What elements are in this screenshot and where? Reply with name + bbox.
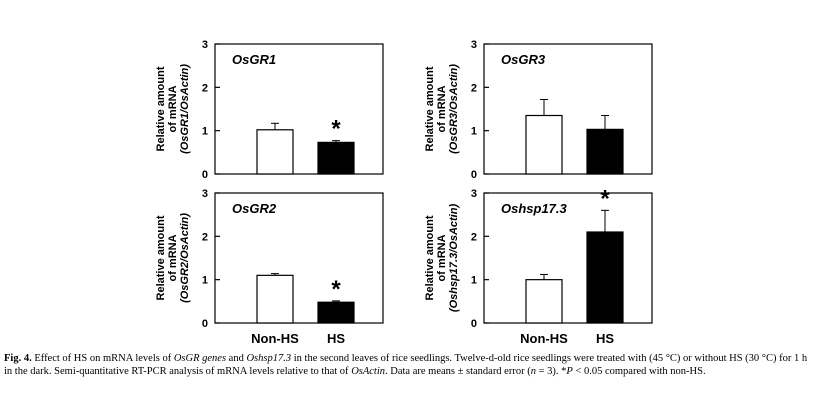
- bar-non-hs: [256, 129, 294, 175]
- chart-panel-1: 0 1 2 3 Relative amountof mRNA(OsGR1/OsActin…: [155, 39, 384, 181]
- y-axis-label: Relative amountof mRNA(Oshsp17.3/OsActin…: [424, 204, 460, 313]
- bar-hs: [586, 231, 624, 324]
- chart-panel-2: 0 1 2 3 Relative amountof mRNA(OsGR3/OsActin…: [424, 39, 653, 181]
- figure-caption: Fig. 4. Effect of HS on mRNA levels of O…: [4, 352, 812, 378]
- y-axis-label-line: of mRNA: [167, 234, 179, 281]
- x-tick-label: HS: [327, 331, 345, 346]
- y-tick-label: 1: [471, 275, 477, 287]
- y-axis-label-line: of mRNA: [436, 85, 448, 132]
- plot-frame: [483, 43, 653, 175]
- y-axis-label-line: Relative amount: [424, 66, 436, 151]
- caption-run-1: OsGR genes: [173, 353, 227, 364]
- y-tick-label: 0: [202, 318, 208, 330]
- y-axis-label-line: (Oshsp17.3/OsActin): [448, 204, 460, 313]
- panel-title: OsGR3: [501, 52, 546, 67]
- caption-run-9: P: [566, 366, 573, 377]
- bar-non-hs: [525, 114, 563, 175]
- plot-frame: [483, 192, 653, 324]
- caption-run-3: Oshsp17.3: [246, 353, 292, 364]
- y-tick-label: 1: [202, 126, 208, 138]
- panel-title: OsGR2: [232, 201, 277, 216]
- caption-text: Effect of HS on mRNA levels of OsGR gene…: [4, 353, 807, 377]
- y-tick-label: 2: [471, 82, 477, 94]
- y-tick-label: 3: [202, 188, 208, 200]
- significance-asterisk: *: [331, 276, 341, 303]
- x-tick-label: Non-HS: [520, 331, 568, 346]
- y-tick-label: 2: [202, 231, 208, 243]
- bar-hs: [586, 128, 624, 175]
- bar-hs: [317, 141, 355, 175]
- y-tick-label: 0: [202, 169, 208, 181]
- y-axis-label-line: Relative amount: [155, 66, 167, 151]
- y-axis-label-line: of mRNA: [167, 85, 179, 132]
- y-axis-label-line: Relative amount: [424, 215, 436, 300]
- caption-label: Fig. 4.: [4, 353, 32, 364]
- y-axis-label-line: of mRNA: [436, 234, 448, 281]
- y-tick-label: 1: [471, 126, 477, 138]
- y-tick-label: 1: [202, 275, 208, 287]
- y-tick-label: 3: [202, 39, 208, 51]
- y-axis-label-line: (OsGR2/OsActin): [179, 213, 191, 303]
- y-axis-label-line: (OsGR1/OsActin): [179, 64, 191, 154]
- caption-run-2: and: [226, 353, 247, 364]
- y-axis-label: Relative amountof mRNA(OsGR2/OsActin): [155, 213, 191, 303]
- y-axis-label-line: Relative amount: [155, 215, 167, 300]
- x-tick-label: HS: [596, 331, 614, 346]
- plot-frame: [214, 192, 384, 324]
- y-tick-label: 0: [471, 318, 477, 330]
- y-axis-label-line: (OsGR3/OsActin): [448, 64, 460, 154]
- panel-title: Oshsp17.3: [501, 201, 568, 216]
- y-tick-label: 2: [471, 231, 477, 243]
- caption-run-10: < 0.05 compared with non-HS.: [572, 366, 706, 377]
- caption-run-4: in the second leaves of rice seedlings. …: [4, 353, 808, 377]
- chart-panel-3: 0 1 2 3 Relative amountof mRNA(OsGR2/OsActin…: [155, 188, 384, 346]
- significance-asterisk: *: [600, 185, 610, 212]
- plot-frame: [214, 43, 384, 175]
- y-tick-label: 3: [471, 39, 477, 51]
- chart-panel-4: 0 1 2 3 Relative amountof mRNA(Oshsp17.3/OsA…: [424, 185, 653, 346]
- bar-hs: [317, 301, 355, 324]
- y-tick-label: 3: [471, 188, 477, 200]
- bar-non-hs: [525, 279, 563, 324]
- significance-asterisk: *: [331, 116, 341, 143]
- y-tick-label: 0: [471, 169, 477, 181]
- caption-run-0: Effect of HS on mRNA levels of: [31, 353, 174, 364]
- caption-run-5: OsActin: [351, 366, 386, 377]
- caption-run-8: = 3). *: [535, 366, 567, 377]
- caption-run-6: . Data are means ± standard error (: [385, 366, 531, 377]
- caption-run-7: n: [530, 366, 536, 377]
- y-axis-label: Relative amountof mRNA(OsGR1/OsActin): [155, 64, 191, 154]
- y-tick-label: 2: [202, 82, 208, 94]
- x-tick-label: Non-HS: [251, 331, 299, 346]
- panel-title: OsGR1: [232, 52, 276, 67]
- y-axis-label: Relative amountof mRNA(OsGR3/OsActin): [424, 64, 460, 154]
- bar-non-hs: [256, 274, 294, 324]
